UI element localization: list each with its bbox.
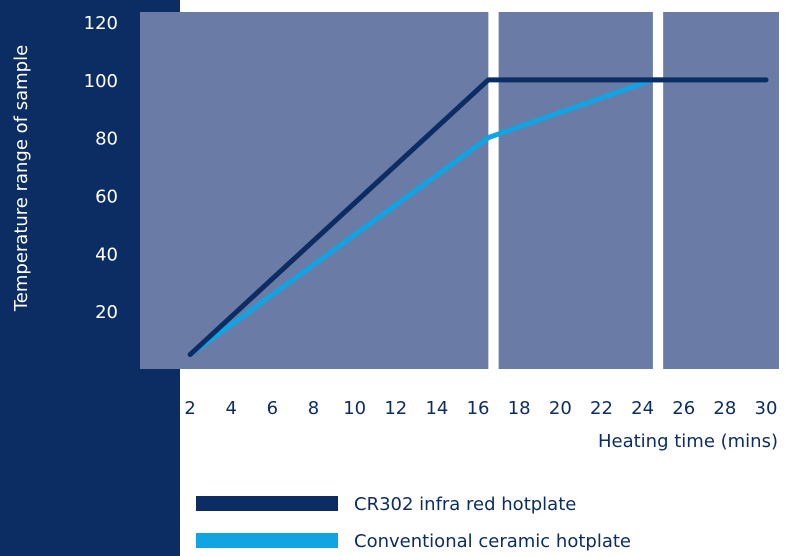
y-axis-ticks: 20 40 60 80 100 120 [84, 13, 118, 323]
legend-label-1: CR302 infra red hotplate [354, 494, 576, 515]
x-tick-label: 28 [713, 398, 736, 419]
legend-swatch-2 [196, 533, 338, 548]
x-axis-label: Heating time (mins) [598, 431, 778, 452]
x-tick-label: 26 [672, 398, 695, 419]
legend-label-2: Conventional ceramic hotplate [354, 531, 631, 552]
x-axis-ticks: 0 2 4 6 8 10 12 14 16 18 20 22 24 26 28 30 [143, 398, 777, 419]
x-tick-label: 20 [549, 398, 572, 419]
plot-band-3 [663, 12, 779, 369]
legend-swatch-1 [196, 496, 338, 511]
y-tick-label: 40 [95, 244, 118, 265]
x-tick-label: 4 [226, 398, 237, 419]
plot-bands [140, 12, 779, 369]
x-tick-label: 8 [308, 398, 319, 419]
x-tick-label: 16 [467, 398, 490, 419]
x-tick-label: 6 [267, 398, 278, 419]
y-tick-label: 100 [84, 71, 118, 92]
y-axis-label: Temperature range of sample [11, 45, 32, 312]
x-tick-label: 10 [343, 398, 366, 419]
x-tick-label: 12 [384, 398, 407, 419]
plot-band-2 [498, 12, 653, 369]
series-line-1 [187, 77, 769, 358]
series-lines [187, 77, 769, 358]
plot-band-1 [140, 12, 489, 369]
y-tick-label: 120 [84, 13, 118, 34]
x-tick-label: 2 [184, 398, 195, 419]
y-tick-label: 60 [95, 187, 118, 208]
x-tick-label: 24 [631, 398, 654, 419]
x-tick-label: 18 [508, 398, 531, 419]
x-tick-label: 22 [590, 398, 613, 419]
y-tick-label: 20 [95, 302, 118, 323]
x-tick-label: 30 [755, 398, 778, 419]
x-tick-label: 0 [143, 398, 154, 419]
x-tick-label: 14 [425, 398, 448, 419]
y-tick-label: 80 [95, 129, 118, 150]
legend: CR302 infra red hotplate Conventional cer… [196, 494, 631, 552]
